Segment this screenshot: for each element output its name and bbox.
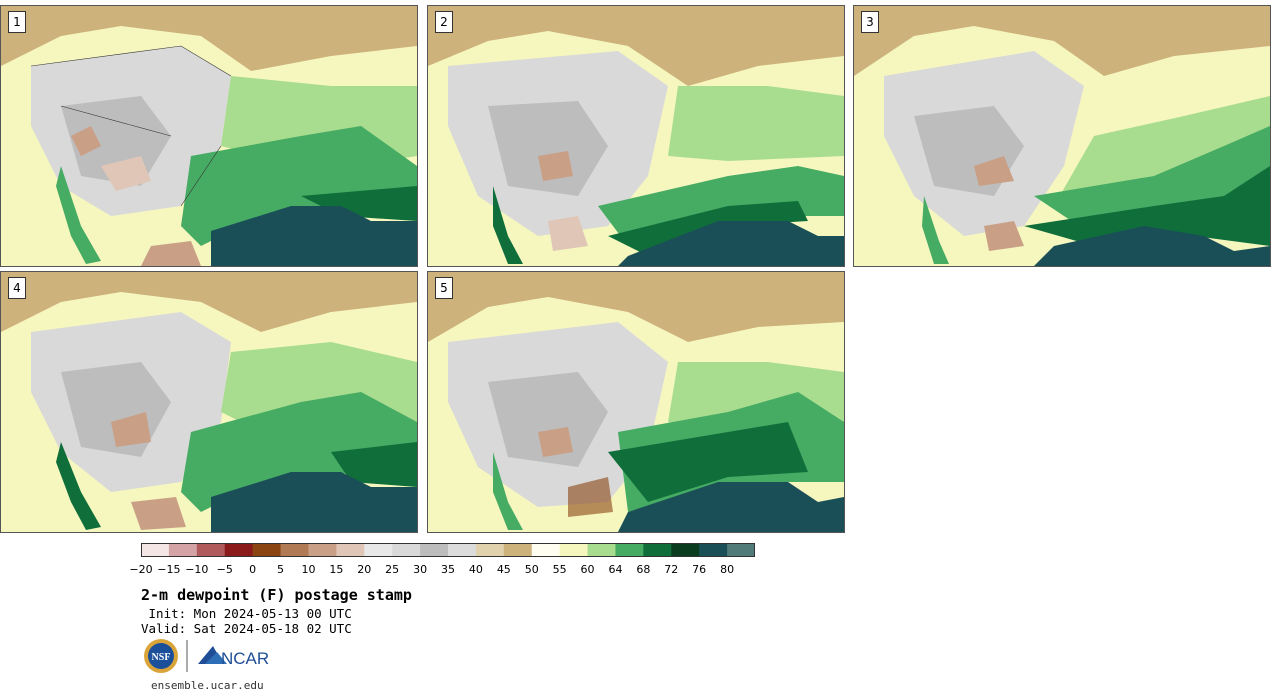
colorbar-border [141, 543, 755, 557]
colorbar-swatch [168, 543, 198, 557]
page-title: 2-m dewpoint (F) postage stamp [141, 586, 412, 604]
dewpoint-map-3 [854, 6, 1270, 266]
ncar-logo-icon: NCAR [198, 646, 269, 668]
colorbar-swatch [141, 543, 170, 557]
colorbar-swatch [196, 543, 226, 557]
dewpoint-map-5 [428, 272, 844, 532]
colorbar-swatch [420, 543, 449, 557]
colorbar-swatch [308, 543, 337, 557]
map-panel-2: 2 [427, 5, 845, 267]
colorbar-tick-label: 50 [524, 563, 539, 576]
site-url: ensemble.ucar.edu [151, 679, 264, 692]
colorbar-swatch [671, 543, 700, 557]
panel-label-3: 3 [861, 11, 879, 33]
colorbar-tick-label: 55 [552, 563, 567, 576]
colorbar-tick-label: 5 [277, 563, 285, 576]
colorbar-tick-label: 60 [580, 563, 595, 576]
dewpoint-map-4 [1, 272, 417, 532]
colorbar-tick-label: 15 [329, 563, 344, 576]
colorbar-swatch [392, 543, 421, 557]
colorbar-tick-label: 30 [413, 563, 428, 576]
colorbar-tick-label: 76 [692, 563, 707, 576]
colorbar-swatch [364, 543, 393, 557]
panel-label-2: 2 [435, 11, 453, 33]
map-panel-5: 5 [427, 271, 845, 533]
colorbar-swatch [587, 543, 616, 557]
ncar-logo-text: NCAR [221, 649, 269, 668]
nsf-logo-text: NSF [152, 652, 171, 663]
colorbar-swatch [224, 543, 254, 557]
colorbar-swatch [280, 543, 309, 557]
dewpoint-map-1 [1, 6, 417, 266]
colorbar-tick-label: 45 [496, 563, 511, 576]
colorbar-swatch [448, 543, 477, 557]
colorbar-swatch [475, 543, 505, 557]
colorbar-tick-label: 20 [357, 563, 372, 576]
colorbar-swatch [503, 543, 533, 557]
colorbar-swatch [531, 543, 561, 557]
valid-time: Valid: Sat 2024-05-18 02 UTC [141, 621, 352, 636]
colorbar-swatch [615, 543, 644, 557]
colorbar-tick-label: 80 [720, 563, 735, 576]
colorbar-tick-label: 64 [608, 563, 623, 576]
colorbar-swatch [252, 543, 282, 557]
colorbar-tick-label: −5 [216, 563, 233, 576]
colorbar-swatch [643, 543, 672, 557]
colorbar-tick-label: 40 [468, 563, 483, 576]
panel-label-4: 4 [8, 277, 26, 299]
map-panel-1: 1 [0, 5, 418, 267]
map-panel-4: 4 [0, 271, 418, 533]
colorbar-swatch [699, 543, 728, 557]
colorbar-swatch [336, 543, 365, 557]
colorbar-tick-label: 35 [441, 563, 455, 576]
colorbar-swatch [727, 543, 755, 557]
colorbar-tick-label: 25 [385, 563, 400, 576]
colorbar-tick-label: 68 [636, 563, 651, 576]
colorbar-tick-label: −10 [185, 563, 209, 576]
panel-label-1: 1 [8, 11, 26, 33]
colorbar-tick-label: 10 [301, 563, 316, 576]
colorbar-tick-label: 72 [664, 563, 679, 576]
dewpoint-map-2 [428, 6, 844, 266]
colorbar-tick-label: −15 [157, 563, 181, 576]
logos: NSF NCAR [143, 638, 275, 674]
colorbar [141, 543, 755, 557]
map-panel-3: 3 [853, 5, 1271, 267]
colorbar-tick-label: −20 [129, 563, 153, 576]
colorbar-swatch [559, 543, 589, 557]
nsf-logo-icon: NSF [144, 639, 178, 673]
colorbar-tick-label: 0 [249, 563, 257, 576]
init-time: Init: Mon 2024-05-13 00 UTC [141, 606, 352, 621]
panel-label-5: 5 [435, 277, 453, 299]
